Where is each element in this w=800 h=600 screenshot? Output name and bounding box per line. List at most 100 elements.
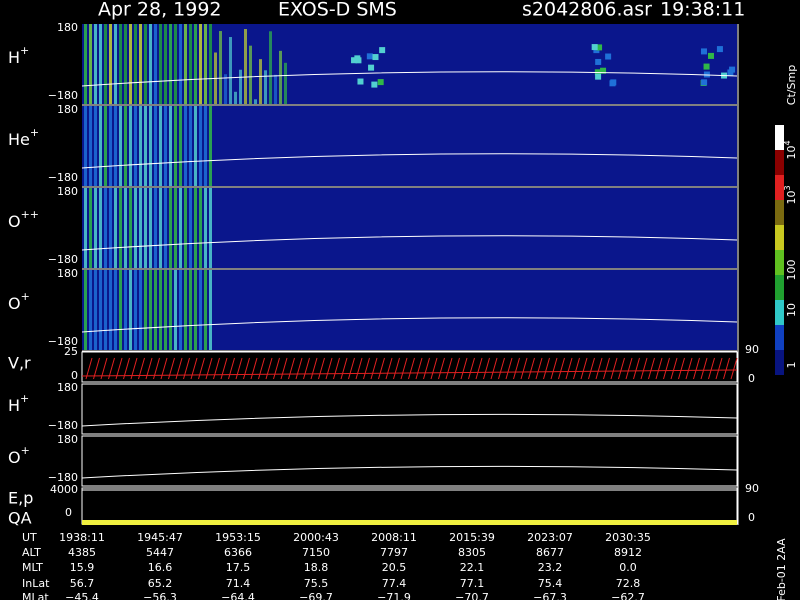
pitch-curve bbox=[81, 317, 738, 333]
y-tick-label: −180 bbox=[48, 335, 78, 348]
colorbar-segment bbox=[775, 125, 784, 150]
label-sup: + bbox=[21, 290, 30, 303]
spectrogram-stripe bbox=[124, 188, 127, 268]
spectrogram-stripe bbox=[104, 106, 107, 186]
vr-line bbox=[81, 369, 738, 377]
spectrogram-stripe bbox=[174, 270, 177, 350]
spectrogram-stripe bbox=[104, 270, 107, 350]
colorbar-segment bbox=[775, 200, 784, 225]
row-label: MLat bbox=[22, 591, 49, 600]
label-base: O bbox=[8, 448, 21, 467]
table-cell: 1938:11 bbox=[59, 531, 105, 544]
spectrogram-stripe bbox=[119, 188, 122, 268]
y-tick-label: 180 bbox=[57, 21, 78, 34]
spectrogram-stripe bbox=[169, 270, 172, 350]
table-cell: 2015:39 bbox=[449, 531, 495, 544]
spectrogram-stripe bbox=[164, 24, 167, 104]
table-cell: 8912 bbox=[614, 546, 642, 559]
spectrogram-blob bbox=[707, 52, 714, 59]
spectrogram-blob bbox=[357, 78, 364, 85]
spectrogram-stripe bbox=[269, 31, 272, 105]
label-base: H bbox=[8, 396, 20, 415]
spectrogram-stripe bbox=[194, 188, 197, 268]
y-tick-label: 180 bbox=[57, 433, 78, 446]
colorbar-segment bbox=[775, 325, 784, 350]
label-base: O bbox=[8, 212, 21, 231]
panel-label: QA bbox=[8, 509, 32, 528]
table-cell: −64.4 bbox=[221, 591, 255, 600]
spectrogram-stripe bbox=[89, 24, 92, 104]
spectrogram-stripe bbox=[94, 106, 97, 186]
spectrogram-stripe bbox=[124, 106, 127, 186]
spectrogram-stripe bbox=[144, 270, 147, 350]
spectrogram-stripe bbox=[184, 270, 187, 350]
spectrogram-stripe bbox=[174, 24, 177, 104]
spectrogram-stripe bbox=[94, 188, 97, 268]
colorbar-segment bbox=[775, 350, 784, 375]
spectrogram-blob bbox=[366, 53, 373, 60]
y-tick-label: 180 bbox=[57, 381, 78, 394]
spectrogram-stripe bbox=[114, 270, 117, 350]
panel-label: H+ bbox=[8, 44, 29, 67]
spectrogram-stripe bbox=[204, 24, 207, 104]
table-cell: −71.9 bbox=[377, 591, 411, 600]
spectrogram-stripe bbox=[109, 188, 112, 268]
spectrogram-stripe bbox=[84, 106, 87, 186]
spectrogram-blob bbox=[368, 64, 375, 71]
spectrogram-stripe bbox=[204, 188, 207, 268]
table-cell: 4385 bbox=[68, 546, 96, 559]
table-cell: 2023:07 bbox=[527, 531, 573, 544]
spectrogram-stripe bbox=[179, 106, 182, 186]
pitch-curve bbox=[81, 71, 738, 87]
pitch-frame bbox=[81, 435, 738, 487]
spectrogram-stripe bbox=[124, 24, 127, 104]
spectrogram-blob bbox=[701, 79, 708, 86]
spectrogram-stripe bbox=[134, 188, 137, 268]
spectrogram-stripe bbox=[89, 106, 92, 186]
label-base: He bbox=[8, 130, 30, 149]
spectrogram-stripe bbox=[99, 106, 102, 186]
file: s2042806.asr bbox=[522, 0, 652, 21]
spectrogram-stripe bbox=[199, 188, 202, 268]
spectrogram-stripe bbox=[134, 106, 137, 186]
spectrogram-stripe bbox=[209, 188, 212, 268]
footer: Feb-01 2AA bbox=[775, 538, 788, 600]
pitch-frame bbox=[81, 383, 738, 435]
spectrogram-stripe bbox=[149, 270, 152, 350]
spectrogram-stripe bbox=[159, 188, 162, 268]
spectrogram-stripe bbox=[209, 24, 212, 104]
pitch-curve bbox=[81, 465, 738, 479]
spectrogram-stripe bbox=[179, 24, 182, 104]
spectrogram-stripe bbox=[224, 74, 227, 104]
table-cell: 2008:11 bbox=[371, 531, 417, 544]
spectrogram-stripe bbox=[194, 270, 197, 350]
colorbar-label: 104 bbox=[783, 140, 799, 159]
colorbar-segment bbox=[775, 275, 784, 300]
table-cell: 56.7 bbox=[70, 577, 95, 590]
spectrogram-stripe bbox=[169, 188, 172, 268]
spectrogram-stripe bbox=[149, 106, 152, 186]
spectrogram-stripe bbox=[84, 188, 87, 268]
spectrogram-stripe bbox=[129, 188, 132, 268]
panel-label: O++ bbox=[8, 208, 39, 231]
spectrogram-blob bbox=[600, 67, 607, 74]
spectrogram-stripe bbox=[114, 24, 117, 104]
spectrogram-stripe bbox=[84, 24, 87, 104]
panel-label: E,p bbox=[8, 489, 33, 508]
spectrogram-stripe bbox=[194, 106, 197, 186]
spectrogram-blob bbox=[595, 73, 602, 80]
panel-label: O+ bbox=[8, 290, 30, 313]
label-sup: + bbox=[30, 126, 39, 139]
spectrogram-blob bbox=[371, 81, 378, 88]
spectrogram-stripe bbox=[229, 37, 232, 105]
panel-label: V,r bbox=[8, 354, 31, 373]
spectrogram-stripe bbox=[159, 106, 162, 186]
spectrogram-stripe bbox=[119, 270, 122, 350]
spectrogram-blob bbox=[591, 44, 598, 51]
label-exp: 3 bbox=[783, 185, 792, 190]
colorbar-label: 10 bbox=[785, 303, 798, 317]
row-label: UT bbox=[22, 531, 37, 544]
vr-sawtooth bbox=[85, 357, 738, 380]
time: 19:38:11 bbox=[660, 0, 745, 21]
table-cell: 23.2 bbox=[538, 561, 563, 574]
